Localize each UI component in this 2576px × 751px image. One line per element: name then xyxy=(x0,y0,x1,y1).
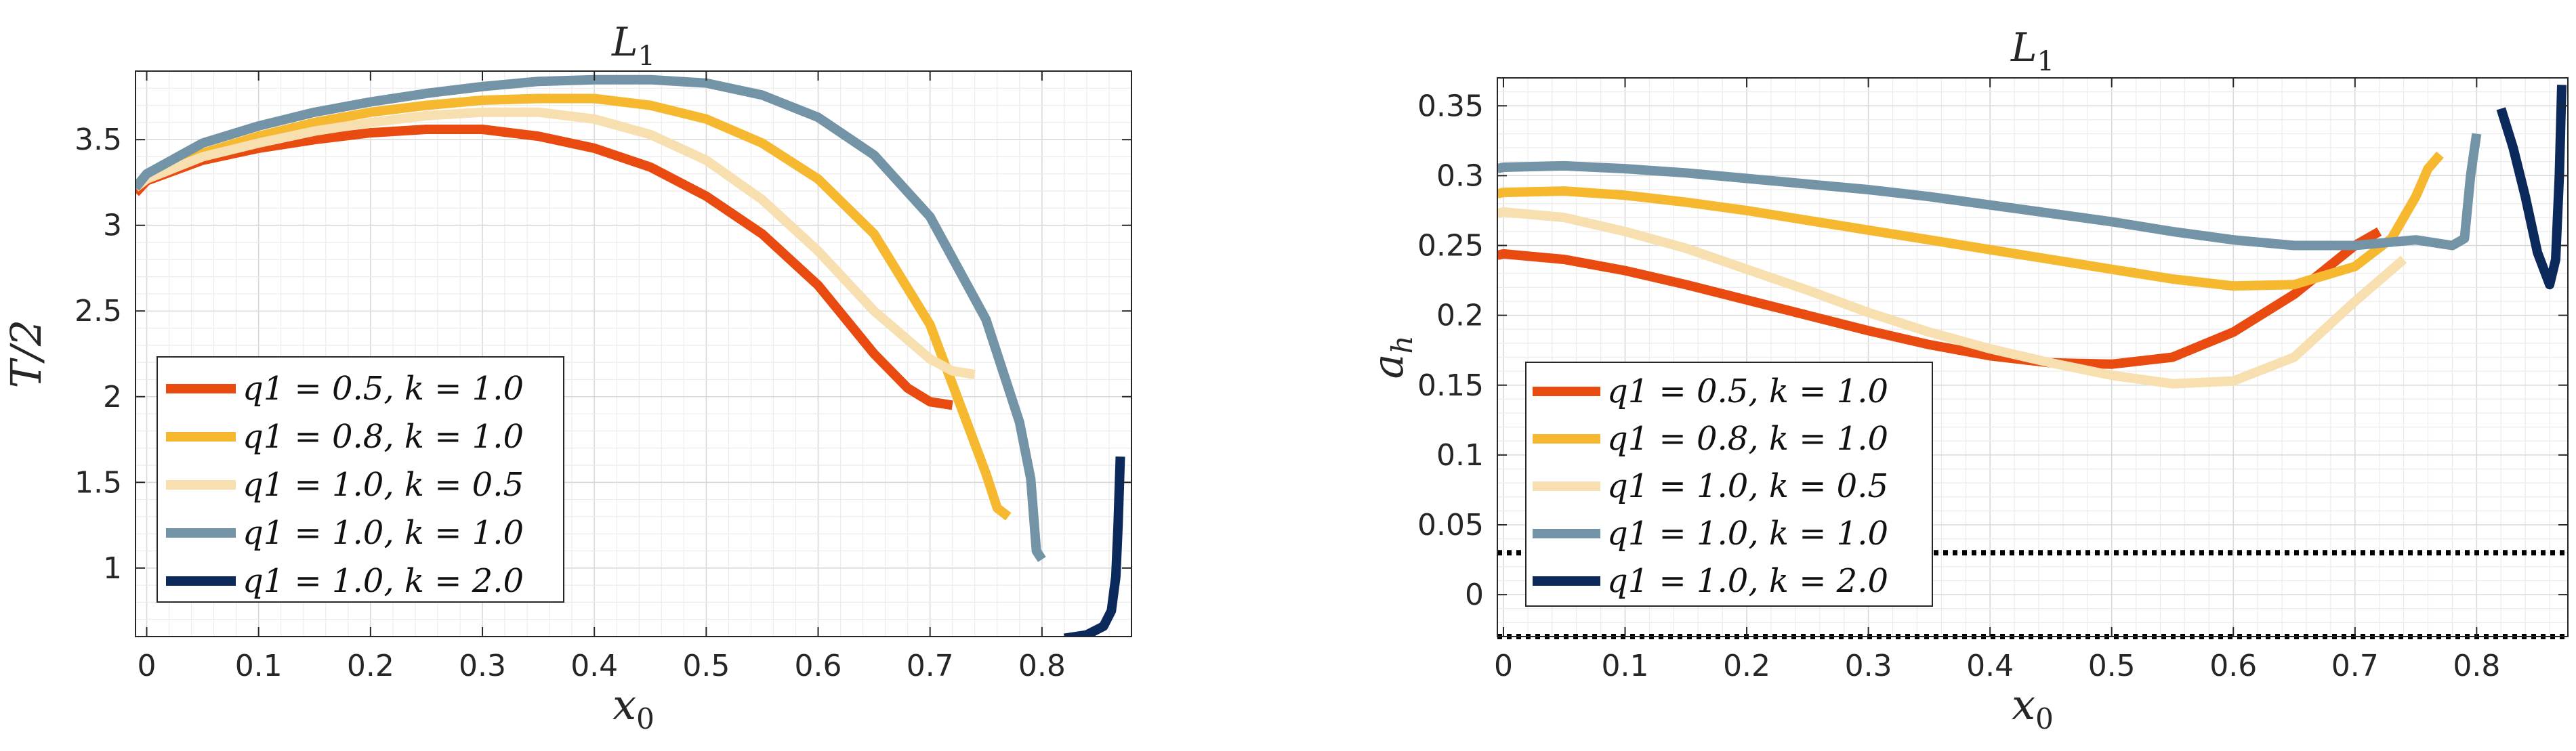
series-line-5 xyxy=(2496,85,2567,290)
chart-right: 0 0.1 0.2 0.3 0.4 0.5 0.6 0.7 0.8 0 0.05 0.1 0.15 0.2… xyxy=(1363,24,2569,735)
legend-entry: q1 = 1.0, k = 0.5 xyxy=(243,466,524,504)
x-tick-label: 0.3 xyxy=(1845,649,1892,683)
series-line-2 xyxy=(136,93,1012,521)
legend-entry: q1 = 0.8, k = 1.0 xyxy=(243,418,524,456)
series-line-3 xyxy=(1497,207,2407,389)
y-tick-label: 0 xyxy=(1465,578,1484,612)
y-tick-label: 1.5 xyxy=(75,465,122,500)
legend-entry: q1 = 0.5, k = 1.0 xyxy=(1607,372,1888,410)
x-tick-label: 0.8 xyxy=(1018,649,1066,683)
x-tick-label: 0.1 xyxy=(1602,649,1649,683)
y-tick-label: 0.2 xyxy=(1436,299,1484,333)
series-group xyxy=(136,74,1125,637)
y-tick-label: 3 xyxy=(103,209,122,243)
x-tick-label: 0.6 xyxy=(795,649,842,683)
chart-left: 0 0.1 0.2 0.3 0.4 0.5 0.6 0.7 0.8 1 1.5 2 2.5 3 3.5 L1 x… xyxy=(1,19,1132,735)
y-tick-label: 2.5 xyxy=(75,294,122,328)
legend-entry: q1 = 1.0, k = 1.0 xyxy=(1607,515,1888,553)
x-tick-label: 0.5 xyxy=(682,649,730,683)
x-tick-label: 0.4 xyxy=(570,649,618,683)
x-tick-label: 0.8 xyxy=(2453,649,2500,683)
x-tick-label: 0.3 xyxy=(459,649,506,683)
x-axis-label: x0 xyxy=(2012,680,2054,735)
series-group xyxy=(1497,85,2567,389)
x-tick-label: 0.2 xyxy=(1723,649,1770,683)
x-tick-label: 0.4 xyxy=(1966,649,2014,683)
legend-entry: q1 = 0.5, k = 1.0 xyxy=(243,370,524,408)
x-axis-label: x0 xyxy=(612,680,655,735)
legend-entry: q1 = 0.8, k = 1.0 xyxy=(1607,420,1888,458)
series-line-4 xyxy=(1497,133,2482,251)
chart-title: L1 xyxy=(2010,24,2054,77)
y-tick-label: 2 xyxy=(103,380,122,414)
legend-entry: q1 = 1.0, k = 0.5 xyxy=(1607,467,1888,505)
legend-box xyxy=(157,356,564,603)
y-tick-label: 3.5 xyxy=(75,123,122,157)
series-line-1 xyxy=(1497,227,2382,369)
x-tick-label: 0.2 xyxy=(347,649,394,683)
y-tick-label: 1 xyxy=(103,551,122,586)
x-tick-label: 0.7 xyxy=(907,649,954,683)
series-line-4 xyxy=(136,74,1046,562)
y-tick-label: 0.05 xyxy=(1417,508,1484,542)
legend-entry: q1 = 1.0, k = 2.0 xyxy=(243,562,524,600)
y-tick-label: 0.15 xyxy=(1417,368,1484,403)
axes-frame xyxy=(1497,77,2569,637)
y-tick-label: 0.25 xyxy=(1417,229,1484,263)
x-tick-label: 0 xyxy=(138,649,157,683)
legend-entry: q1 = 1.0, k = 1.0 xyxy=(243,514,524,552)
x-tick-label: 0 xyxy=(1494,649,1513,683)
y-tick-label: 0.35 xyxy=(1417,89,1484,123)
axes-frame xyxy=(135,70,1132,637)
legend: q1 = 0.5, k = 1.0 q1 = 0.8, k = 1.0 q1 = 1… xyxy=(157,356,564,603)
y-tick-label: 0.3 xyxy=(1436,158,1484,193)
x-tick-label: 0.1 xyxy=(235,649,283,683)
y-tick-label: 0.1 xyxy=(1436,438,1484,473)
series-line-3 xyxy=(136,107,976,379)
series-line-5 xyxy=(1063,456,1125,637)
x-tick-label: 0.7 xyxy=(2331,649,2379,683)
legend-entry: q1 = 1.0, k = 2.0 xyxy=(1607,562,1888,600)
chart-title: L1 xyxy=(611,19,655,72)
y-axis-label: ah xyxy=(1363,335,1419,379)
x-tick-label: 0.5 xyxy=(2088,649,2136,683)
legend: q1 = 0.5, k = 1.0 q1 = 0.8, k = 1.0 q1 = 1… xyxy=(1525,362,1933,607)
x-tick-label: 0.6 xyxy=(2209,649,2257,683)
y-axis-label: T/2 xyxy=(1,320,51,389)
